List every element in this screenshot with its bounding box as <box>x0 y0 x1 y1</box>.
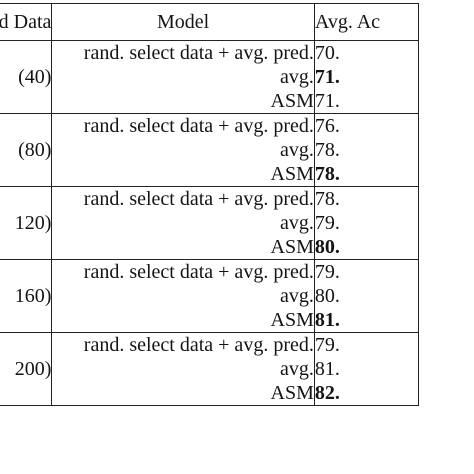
group-row: (40) rand. select data + avg. pred. avg. AS… <box>0 40 420 114</box>
header-row: ed Data Model Avg. Ac <box>0 3 420 41</box>
accuracy-cell: 70. 71. 71. <box>313 40 420 114</box>
accuracy-value: 80. <box>314 285 340 307</box>
header-labeled-data: ed Data <box>0 3 53 41</box>
group-row: 120) rand. select data + avg. pred. avg. AS… <box>0 186 420 260</box>
model-cell: rand. select data + avg. pred. avg. ASM <box>51 40 315 114</box>
model-cell: rand. select data + avg. pred. avg. ASM <box>51 113 315 187</box>
accuracy-value: 76. <box>314 115 340 137</box>
accuracy-value: 79. <box>314 212 340 234</box>
model-name: rand. select data + avg. pred. <box>83 42 314 64</box>
accuracy-cell: 78. 79. 80. <box>313 186 420 260</box>
table-body: (40) rand. select data + avg. pred. avg. AS… <box>0 40 420 406</box>
model-name: ASM <box>270 382 314 404</box>
accuracy-value-best: 78. <box>314 163 340 185</box>
model-name: avg. <box>279 212 314 234</box>
model-name: avg. <box>279 139 314 161</box>
labeled-data-cell: (80) <box>0 113 53 187</box>
model-cell: rand. select data + avg. pred. avg. ASM <box>51 332 315 406</box>
accuracy-value: 78. <box>314 139 340 161</box>
model-name: avg. <box>279 285 314 307</box>
model-cell: rand. select data + avg. pred. avg. ASM <box>51 259 315 333</box>
labeled-data-cell: 160) <box>0 259 53 333</box>
labeled-data-cell: (40) <box>0 40 53 114</box>
header-model: Model <box>51 3 315 41</box>
accuracy-value: 81. <box>314 358 340 380</box>
accuracy-value-best: 80. <box>314 236 340 258</box>
model-cell: rand. select data + avg. pred. avg. ASM <box>51 186 315 260</box>
labeled-data-cell: 200) <box>0 332 53 406</box>
model-name: rand. select data + avg. pred. <box>83 188 314 210</box>
model-name: rand. select data + avg. pred. <box>83 261 314 283</box>
accuracy-value: 79. <box>314 261 340 283</box>
accuracy-value-best: 71. <box>314 66 340 88</box>
model-name: ASM <box>270 163 314 185</box>
accuracy-value-best: 82. <box>314 382 340 404</box>
model-name: avg. <box>279 358 314 380</box>
model-name: rand. select data + avg. pred. <box>83 115 314 137</box>
model-name: avg. <box>279 66 314 88</box>
model-name: rand. select data + avg. pred. <box>83 334 314 356</box>
accuracy-value-best: 81. <box>314 309 340 331</box>
accuracy-cell: 79. 80. 81. <box>313 259 420 333</box>
accuracy-cell: 76. 78. 78. <box>313 113 420 187</box>
accuracy-value: 71. <box>314 90 340 112</box>
model-name: ASM <box>270 90 314 112</box>
model-name: ASM <box>270 309 314 331</box>
accuracy-cell: 79. 81. 82. <box>313 332 420 406</box>
accuracy-value: 70. <box>314 42 340 64</box>
labeled-data-cell: 120) <box>0 186 53 260</box>
model-name: ASM <box>270 236 314 258</box>
results-table: ed Data Model Avg. Ac (40)rand. select d… <box>0 3 420 406</box>
accuracy-value: 78. <box>314 188 340 210</box>
accuracy-value: 79. <box>314 334 340 356</box>
group-row: (80) rand. select data + avg. pred. avg. AS… <box>0 113 420 187</box>
group-row: 160) rand. select data + avg. pred. avg. AS… <box>0 259 420 333</box>
group-row: 200) rand. select data + avg. pred. avg. AS… <box>0 332 420 406</box>
header-avg-accuracy: Avg. Ac <box>313 3 420 41</box>
